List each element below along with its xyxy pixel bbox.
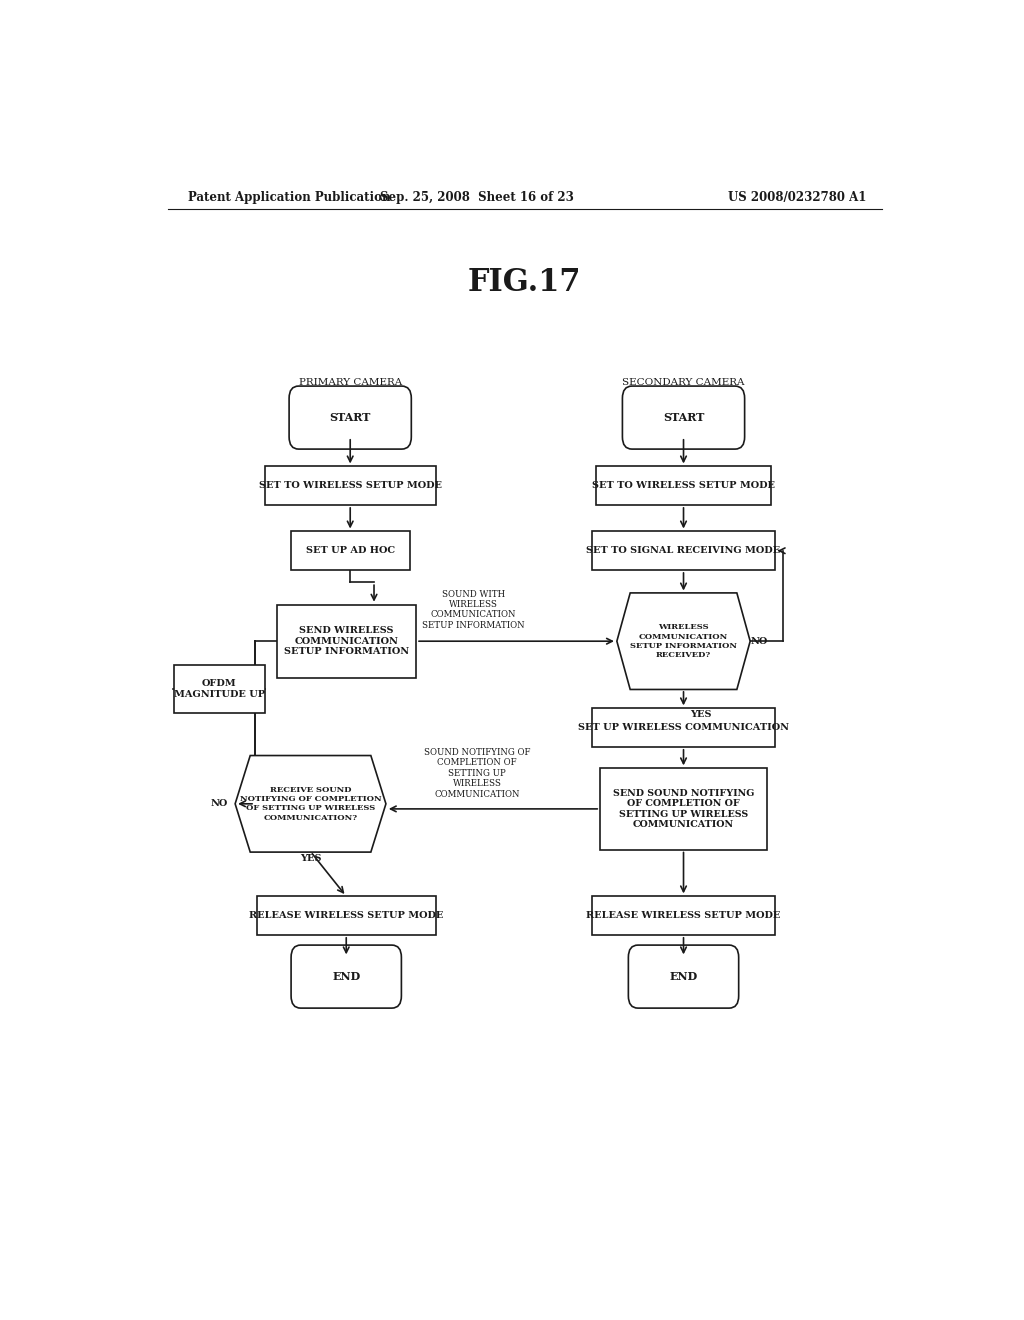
Text: RELEASE WIRELESS SETUP MODE: RELEASE WIRELESS SETUP MODE: [249, 911, 443, 920]
Text: SOUND WITH
WIRELESS
COMMUNICATION
SETUP INFORMATION: SOUND WITH WIRELESS COMMUNICATION SETUP …: [422, 590, 524, 630]
Text: US 2008/0232780 A1: US 2008/0232780 A1: [728, 190, 866, 203]
Text: Sep. 25, 2008  Sheet 16 of 23: Sep. 25, 2008 Sheet 16 of 23: [380, 190, 574, 203]
Text: SOUND NOTIFYING OF
COMPLETION OF
SETTING UP
WIRELESS
COMMUNICATION: SOUND NOTIFYING OF COMPLETION OF SETTING…: [424, 748, 530, 799]
Text: SET UP AD HOC: SET UP AD HOC: [305, 546, 395, 556]
Polygon shape: [236, 755, 386, 853]
Bar: [592, 709, 775, 747]
Polygon shape: [616, 593, 751, 689]
Text: START: START: [330, 412, 371, 424]
Bar: [265, 466, 435, 506]
Bar: [291, 532, 410, 570]
Bar: [592, 532, 775, 570]
Text: OFDM
MAGNITUDE UP: OFDM MAGNITUDE UP: [174, 680, 265, 698]
Text: WIRELESS
COMMUNICATION
SETUP INFORMATION
RECEIVED?: WIRELESS COMMUNICATION SETUP INFORMATION…: [630, 623, 737, 659]
Text: SET TO WIRELESS SETUP MODE: SET TO WIRELESS SETUP MODE: [259, 482, 441, 490]
Bar: [592, 896, 775, 935]
Text: START: START: [663, 412, 705, 424]
Bar: [174, 664, 265, 713]
Text: SET TO SIGNAL RECEIVING MODE: SET TO SIGNAL RECEIVING MODE: [587, 546, 780, 556]
Text: NO: NO: [751, 636, 767, 645]
Text: SECONDARY CAMERA: SECONDARY CAMERA: [623, 378, 744, 387]
Text: PRIMARY CAMERA: PRIMARY CAMERA: [299, 378, 401, 387]
Bar: [600, 768, 767, 850]
Text: FIG.17: FIG.17: [468, 267, 582, 298]
FancyBboxPatch shape: [623, 385, 744, 449]
Text: SEND WIRELESS
COMMUNICATION
SETUP INFORMATION: SEND WIRELESS COMMUNICATION SETUP INFORM…: [284, 626, 409, 656]
FancyBboxPatch shape: [289, 385, 412, 449]
Bar: [257, 896, 435, 935]
Bar: [276, 605, 416, 677]
Text: RECEIVE SOUND
NOTIFYING OF COMPLETION
OF SETTING UP WIRELESS
COMMUNICATION?: RECEIVE SOUND NOTIFYING OF COMPLETION OF…: [240, 785, 381, 821]
Text: SEND SOUND NOTIFYING
OF COMPLETION OF
SETTING UP WIRELESS
COMMUNICATION: SEND SOUND NOTIFYING OF COMPLETION OF SE…: [612, 789, 755, 829]
Text: YES: YES: [690, 710, 712, 719]
Text: NO: NO: [211, 800, 228, 808]
FancyBboxPatch shape: [291, 945, 401, 1008]
FancyBboxPatch shape: [629, 945, 738, 1008]
Text: Patent Application Publication: Patent Application Publication: [187, 190, 390, 203]
Text: SET UP WIRELESS COMMUNICATION: SET UP WIRELESS COMMUNICATION: [578, 723, 790, 733]
Text: YES: YES: [300, 854, 322, 863]
Bar: [596, 466, 771, 506]
Text: END: END: [670, 972, 697, 982]
Text: SET TO WIRELESS SETUP MODE: SET TO WIRELESS SETUP MODE: [592, 482, 775, 490]
Text: END: END: [332, 972, 360, 982]
Text: RELEASE WIRELESS SETUP MODE: RELEASE WIRELESS SETUP MODE: [587, 911, 780, 920]
